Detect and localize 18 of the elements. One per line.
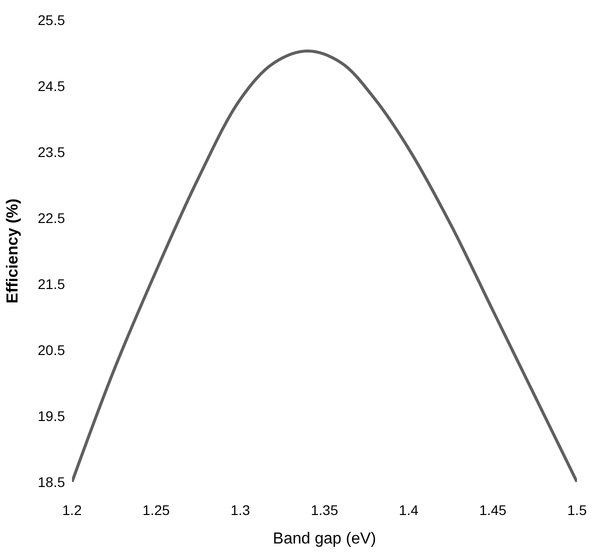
x-axis-title: Band gap (eV): [272, 530, 376, 548]
y-tick-label: 24.5: [38, 78, 66, 94]
y-axis-title: Efficiency (%): [4, 198, 22, 304]
y-tick-label: 18.5: [38, 474, 66, 490]
y-tick-label: 19.5: [38, 408, 66, 424]
x-tick-label: 1.4: [398, 502, 419, 518]
y-tick-label: 21.5: [38, 276, 66, 292]
x-tick-label: 1.3: [230, 502, 250, 518]
line-series: [72, 50, 577, 482]
y-tick-label: 23.5: [38, 144, 66, 160]
y-tick-label: 22.5: [38, 210, 66, 226]
y-tick-label: 20.5: [38, 342, 66, 358]
y-tick-label: 25.5: [38, 12, 66, 28]
x-tick-label: 1.2: [62, 502, 82, 518]
x-tick-label: 1.45: [479, 502, 507, 518]
x-tick-label: 1.35: [310, 502, 338, 518]
x-tick-label: 1.25: [142, 502, 170, 518]
x-tick-label: 1.5: [567, 502, 587, 518]
